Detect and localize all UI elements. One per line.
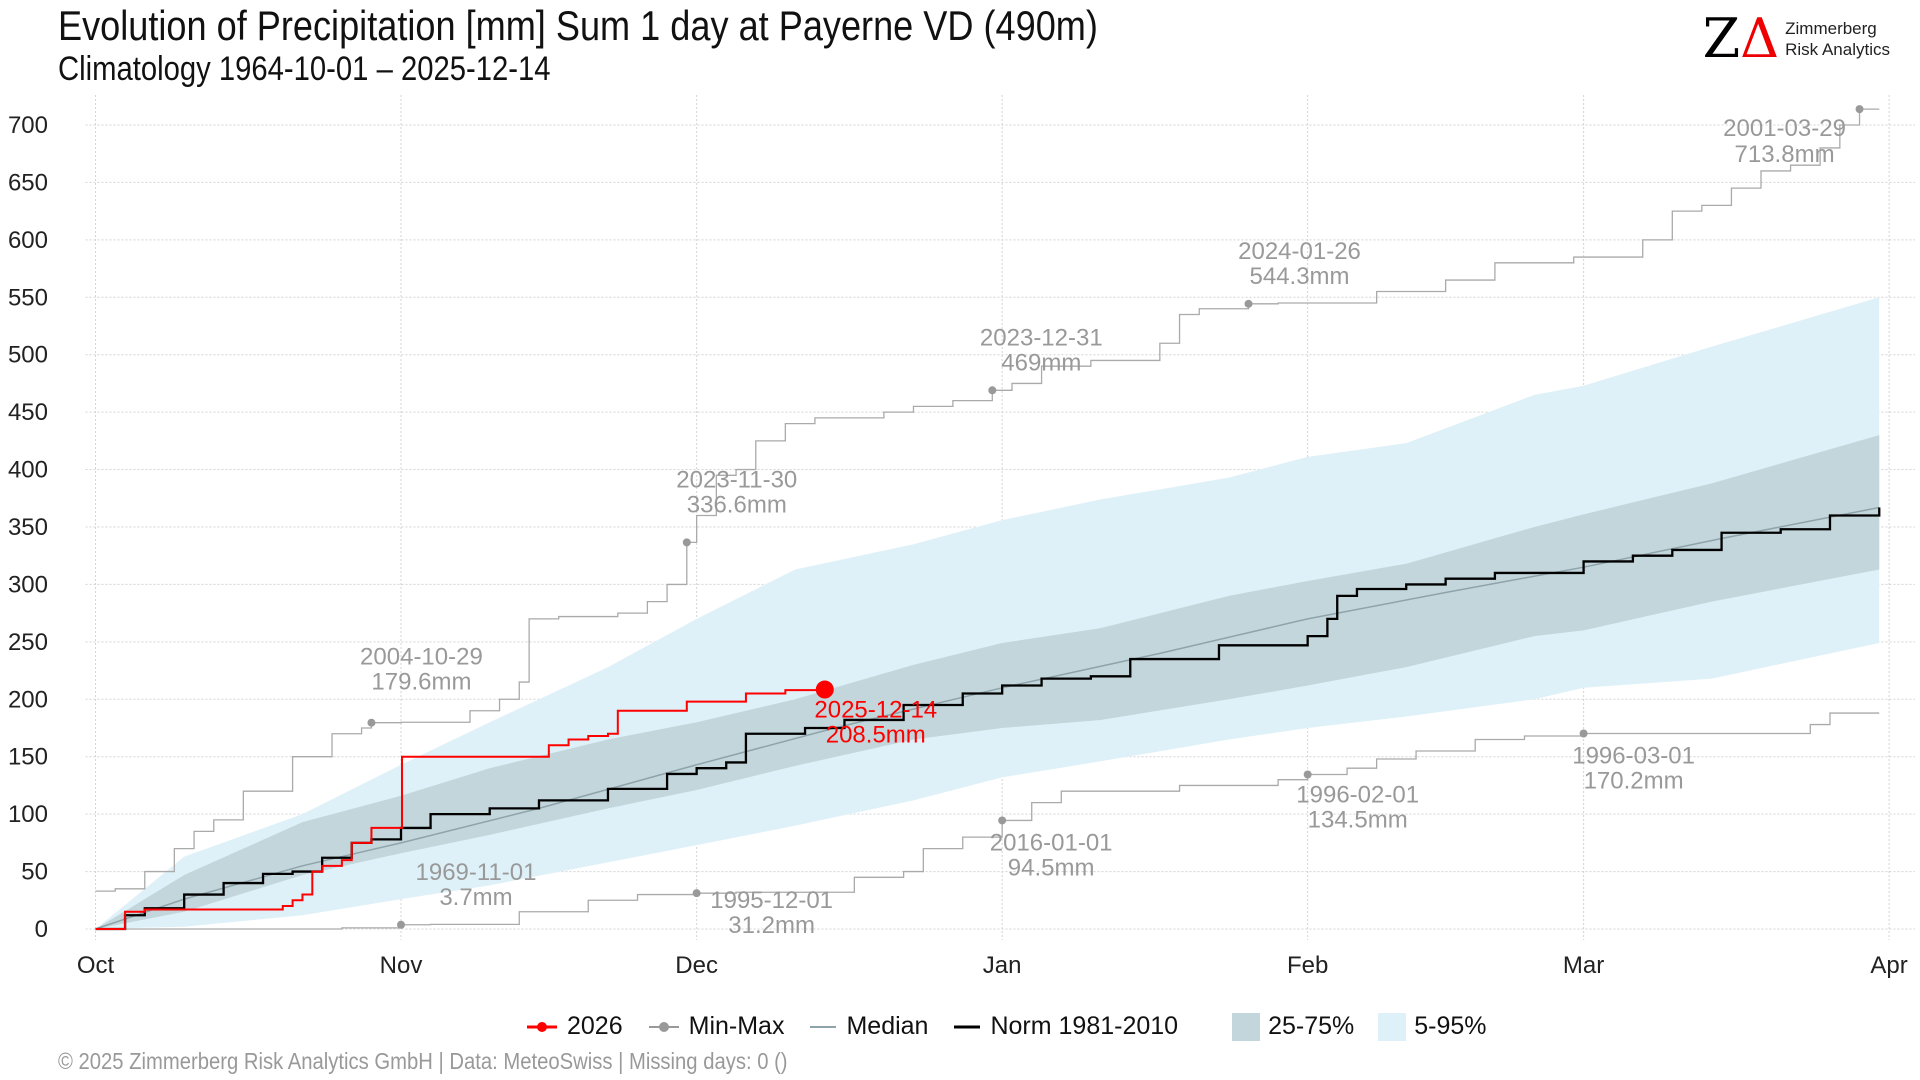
annotation-date: 2024-01-26 (1238, 238, 1361, 265)
y-tick-label: 350 (8, 514, 48, 541)
y-tick-label: 300 (8, 571, 48, 598)
logo-line2: Risk Analytics (1785, 40, 1890, 59)
extreme-marker (988, 386, 997, 395)
legend-item-2026: 2026 (525, 1012, 623, 1041)
annotation-value: 134.5mm (1308, 807, 1408, 834)
extreme-marker (397, 920, 406, 929)
chart-subtitle: Climatology 1964-10-01 – 2025-12-14 (58, 50, 551, 88)
legend-item-minmax: Min-Max (647, 1012, 785, 1041)
y-tick-label: 200 (8, 686, 48, 713)
y-tick-label: 500 (8, 342, 48, 369)
annotation-date: 2023-12-31 (980, 324, 1103, 351)
legend-item-p5-95: 5-95% (1378, 1012, 1487, 1041)
median-line (95, 506, 1880, 930)
annotation-date: 2004-10-29 (360, 644, 483, 671)
y-tick-label: 550 (8, 284, 48, 311)
extreme-marker (682, 538, 691, 547)
annotation-value: 31.2mm (728, 912, 815, 939)
logo-mark-icon: ZΔ (1702, 7, 1780, 70)
legend-item-median: Median (808, 1012, 928, 1041)
y-tick-label: 400 (8, 457, 48, 484)
legend-item-iqr: 25-75% (1202, 1012, 1354, 1041)
y-tick-label: 450 (8, 399, 48, 426)
min-line (95, 712, 1880, 930)
current-value-marker (815, 680, 834, 699)
x-tick-label: Oct (77, 952, 115, 979)
legend-label-p5-95: 5-95% (1414, 1012, 1487, 1040)
extreme-marker (998, 816, 1007, 825)
y-tick-label: 50 (21, 859, 48, 886)
annotation-date: 1995-12-01 (710, 887, 833, 914)
legend-label-2026: 2026 (567, 1012, 623, 1040)
annotation-date: 2016-01-01 (990, 829, 1113, 856)
extreme-marker (1303, 770, 1312, 779)
max-line (95, 108, 1880, 892)
annotation-value: 713.8mm (1735, 141, 1835, 168)
annotation-value: 179.6mm (371, 669, 471, 696)
y-tick-label: 250 (8, 629, 48, 656)
extreme-marker (1579, 729, 1588, 738)
annotation-value: 94.5mm (1008, 854, 1095, 881)
annotation-date: 1969-11-01 (416, 859, 537, 886)
x-tick-label: Feb (1287, 952, 1328, 979)
legend-label-minmax: Min-Max (688, 1012, 785, 1040)
extreme-marker (1855, 105, 1864, 114)
y-tick-label: 150 (8, 744, 48, 771)
precipitation-chart: 0 50 100 150 200 250 300 350 400 450 500 550 600 650 7… (8, 95, 1915, 979)
legend-label-iqr: 25-75% (1268, 1012, 1355, 1040)
annotation-date: 1996-03-01 (1572, 743, 1695, 770)
logo-text: Zimmerberg Risk Analytics (1785, 18, 1890, 60)
current-year-line (95, 689, 826, 930)
annotation-value: 544.3mm (1250, 263, 1350, 290)
legend-label-norm: Norm 1981-2010 (990, 1012, 1179, 1040)
chart-title: Evolution of Precipitation [mm] Sum 1 da… (58, 2, 1098, 49)
annotation-value: 3.7mm (439, 884, 512, 911)
y-tick-label: 600 (8, 227, 48, 254)
x-tick-label: Nov (380, 952, 423, 979)
extreme-marker (692, 889, 701, 898)
legend-item-norm: Norm 1981-2010 (952, 1012, 1178, 1041)
x-tick-label: Jan (983, 952, 1022, 979)
y-tick-label: 0 (35, 916, 48, 943)
y-tick-label: 700 (8, 112, 48, 139)
extreme-marker (1244, 299, 1253, 308)
x-tick-label: Dec (675, 952, 718, 979)
x-tick-label: Apr (1870, 952, 1907, 979)
annotation-date: 2001-03-29 (1723, 115, 1846, 142)
legend-label-median: Median (846, 1012, 929, 1040)
extreme-marker (367, 718, 376, 727)
annotation-date: 2025-12-14 (814, 697, 937, 724)
legend: 2026 Min-Max Median Norm 1981-2010 25-75… (525, 1012, 1497, 1041)
x-tick-label: Mar (1563, 952, 1604, 979)
company-logo: ZΔ Zimmerberg Risk Analytics (1703, 12, 1890, 66)
annotation-date: 2023-11-30 (676, 466, 797, 493)
annotation-value: 208.5mm (826, 722, 926, 749)
y-tick-label: 650 (8, 169, 48, 196)
annotation-value: 336.6mm (687, 491, 787, 518)
annotation-date: 1996-02-01 (1296, 782, 1419, 809)
y-tick-label: 100 (8, 801, 48, 828)
footer-credits: © 2025 Zimmerberg Risk Analytics GmbH | … (58, 1048, 788, 1074)
annotation-value: 469mm (1001, 349, 1081, 376)
norm-line (95, 507, 1881, 931)
band-25-75 (95, 435, 1880, 929)
logo-line1: Zimmerberg (1785, 19, 1877, 38)
annotation-value: 170.2mm (1584, 768, 1684, 795)
